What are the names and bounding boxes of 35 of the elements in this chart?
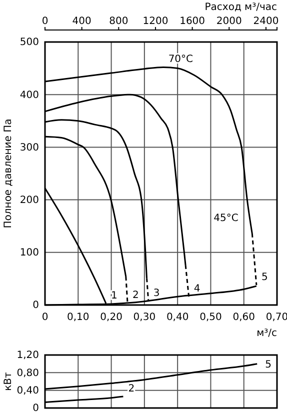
x-tick-label: 0,40 [166,312,189,324]
annotation: 4 [194,284,200,295]
y-tick-label: 500 [20,37,39,48]
x-tick-label: 0,50 [200,312,222,324]
x2-tick-label: 2000 [216,16,242,27]
x-tick-label: 0 [42,312,48,324]
x2-tick-label: 1600 [180,16,206,27]
y-axis-title: Полное давление Па [3,118,14,228]
y-axis-title: кВт [3,372,14,391]
y-tick-label: 100 [20,248,39,259]
x-tick-label: 0,20 [100,312,122,324]
x-tick-label: 0,60 [232,312,255,324]
annotation: 3 [153,288,160,299]
annotation: 1 [110,290,118,302]
x2-axis-title: Расход м³/час [204,2,277,13]
x2-tick-label: 800 [109,16,128,27]
x2-tick-label: 1200 [142,16,168,27]
y-tick-label: 1,20 [16,350,39,362]
annotation: 45°C [214,212,238,224]
annotation: 2 [132,290,139,301]
y-tick-label: 0,80 [16,368,39,379]
annotation: 5 [265,359,272,370]
y-tick-label: 300 [20,142,39,154]
y-tick-label: 0 [32,300,39,312]
annotation: 5 [261,272,268,284]
y-tick-label: 0,40 [16,386,39,397]
x2-tick-label: 0 [42,16,48,27]
x-tick-label: 0,10 [67,312,90,324]
x-tick-label: 0,30 [133,312,156,324]
y-tick-label: 0 [32,403,39,414]
x-axis-title: м³/с [256,328,277,339]
y-tick-label: 200 [20,195,39,206]
x2-tick-label: 400 [72,16,92,27]
x2-tick-label: 2400 [253,16,279,27]
y-tick-label: 400 [20,90,39,101]
